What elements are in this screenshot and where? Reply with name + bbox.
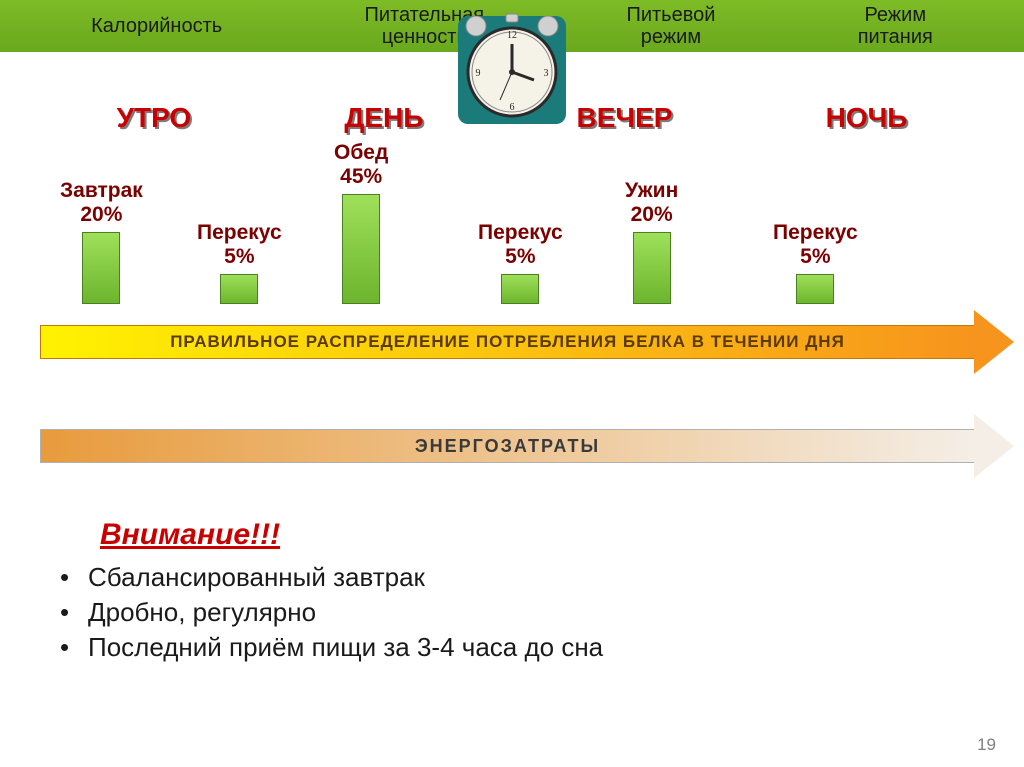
meal-label: Перекус5% — [197, 221, 282, 269]
header-item: Режим питания — [858, 4, 933, 48]
arrow-label: ЭНЕРГОЗАТРАТЫ — [40, 429, 974, 463]
svg-text:6: 6 — [510, 102, 515, 113]
bar — [633, 232, 671, 304]
page-number: 19 — [977, 735, 996, 755]
bar — [220, 274, 258, 304]
bar — [501, 274, 539, 304]
meal-bar: Обед45% — [334, 141, 388, 304]
alarm-clock-icon: 12 3 6 9 — [452, 10, 572, 135]
bullet-item: Последний приём пищи за 3-4 часа до сна — [60, 630, 1024, 665]
meal-label: Обед45% — [334, 141, 388, 189]
attention-block: Внимание!!! Сбалансированный завтракДроб… — [60, 518, 1024, 665]
bullet-item: Сбалансированный завтрак — [60, 560, 1024, 595]
header-item: Калорийность — [91, 15, 222, 37]
bullet-list: Сбалансированный завтракДробно, регулярн… — [60, 560, 1024, 665]
bar — [796, 274, 834, 304]
header-item: Питьевой режим — [626, 4, 715, 48]
svg-text:3: 3 — [544, 68, 549, 79]
protein-distribution-arrow: ПРАВИЛЬНОЕ РАСПРЕДЕЛЕНИЕ ПОТРЕБЛЕНИЯ БЕЛ… — [40, 310, 1014, 374]
meal-bar: Перекус5% — [478, 221, 563, 304]
svg-text:12: 12 — [507, 30, 517, 41]
meal-chart: ПРАВИЛЬНОЕ РАСПРЕДЕЛЕНИЕ ПОТРЕБЛЕНИЯ БЕЛ… — [0, 144, 1024, 374]
arrow-label: ПРАВИЛЬНОЕ РАСПРЕДЕЛЕНИЕ ПОТРЕБЛЕНИЯ БЕЛ… — [40, 325, 974, 359]
svg-text:9: 9 — [476, 68, 481, 79]
meal-bar: Ужин20% — [625, 179, 678, 304]
bar — [342, 194, 380, 304]
time-label: НОЧЬ — [826, 102, 908, 134]
arrow-head-icon — [974, 310, 1014, 374]
attention-title: Внимание!!! — [100, 518, 1024, 552]
meal-bar: Завтрак20% — [60, 179, 143, 304]
time-label: ВЕЧЕР — [577, 102, 673, 134]
meal-label: Ужин20% — [625, 179, 678, 227]
meal-label: Перекус5% — [773, 221, 858, 269]
time-label: УТРО — [117, 102, 192, 134]
meal-label: Перекус5% — [478, 221, 563, 269]
bullet-item: Дробно, регулярно — [60, 595, 1024, 630]
arrow-head-icon — [974, 414, 1014, 478]
meal-label: Завтрак20% — [60, 179, 143, 227]
meal-bar: Перекус5% — [773, 221, 858, 304]
bar — [82, 232, 120, 304]
time-label: ДЕНЬ — [344, 102, 423, 134]
energy-arrow: ЭНЕРГОЗАТРАТЫ — [40, 414, 1014, 478]
meal-bar: Перекус5% — [197, 221, 282, 304]
